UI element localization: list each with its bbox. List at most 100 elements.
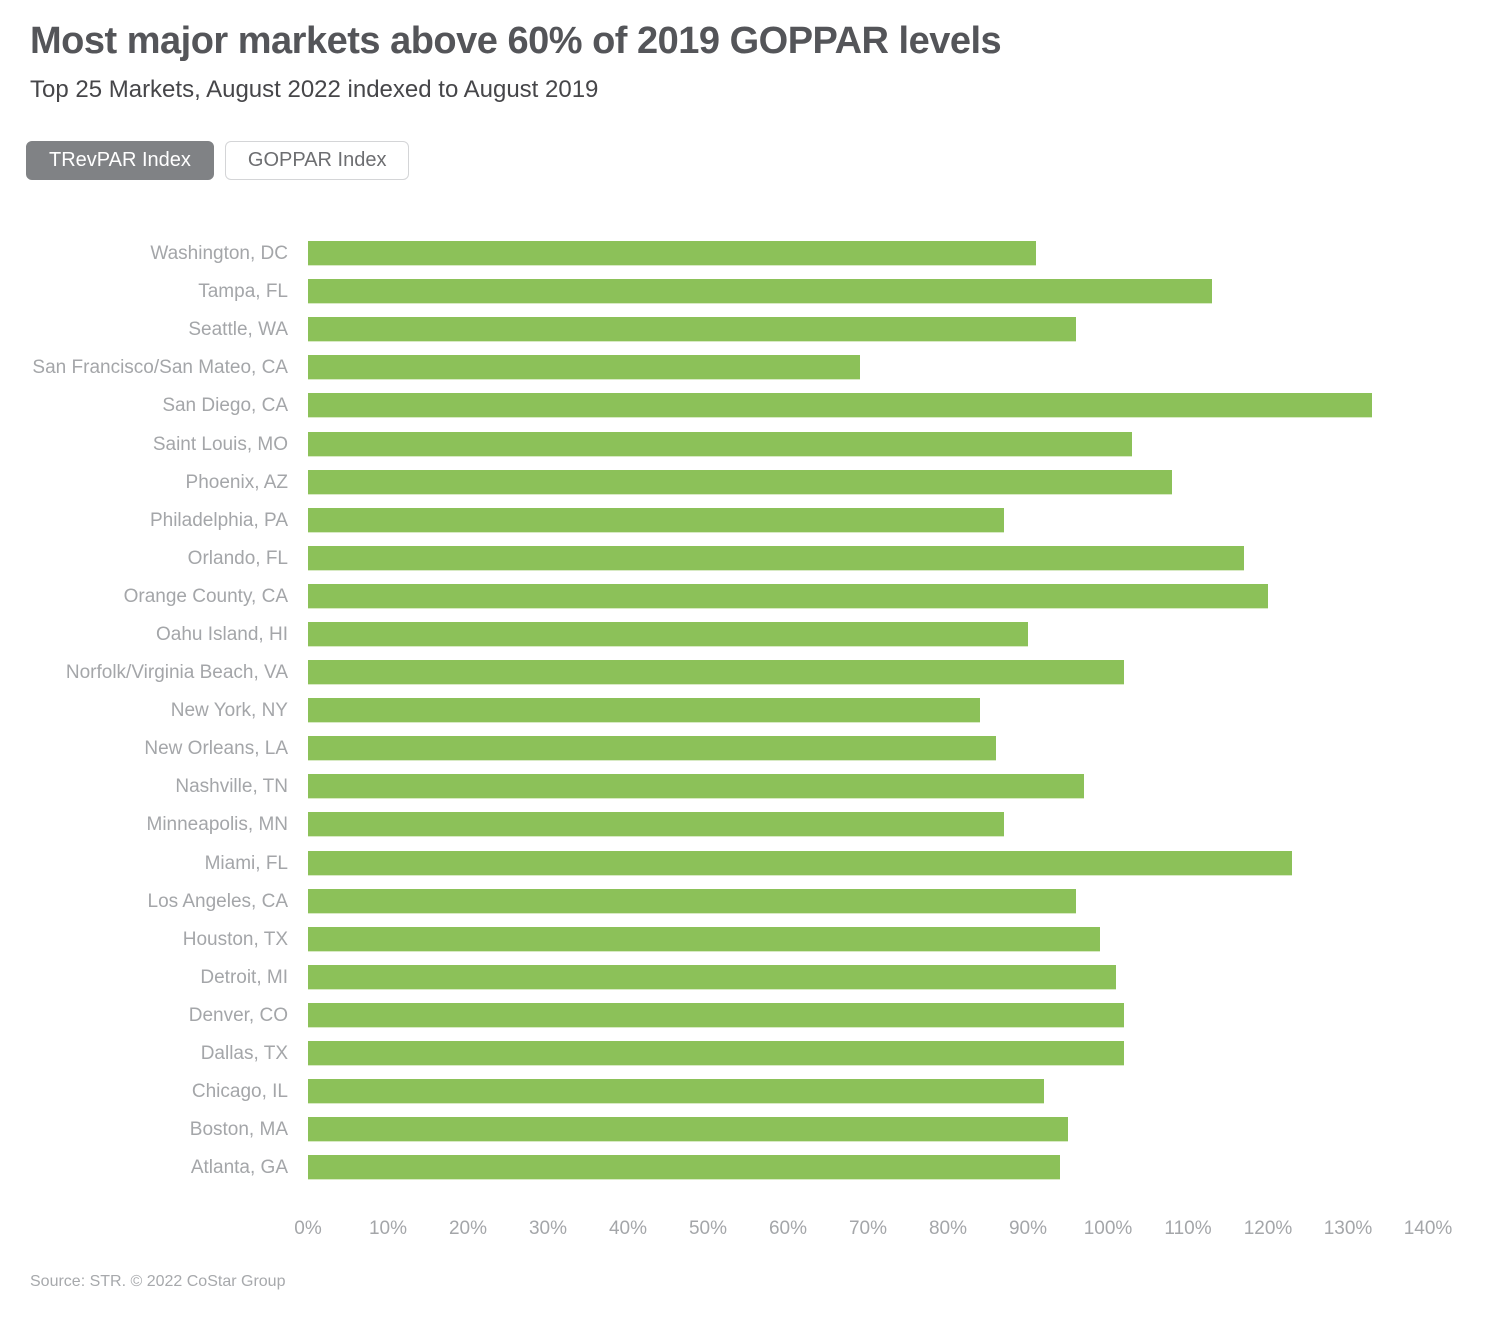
bar-row: Los Angeles, CA [0, 883, 1490, 921]
bar-track [308, 1002, 1490, 1029]
category-label: Tampa, FL [198, 281, 288, 303]
category-label: Detroit, MI [200, 966, 288, 988]
bar-track [308, 1041, 1490, 1067]
category-label: Saint Louis, MO [152, 433, 288, 455]
category-label: Norfolk/Virginia Beach, VA [65, 662, 288, 684]
bar-track [308, 888, 1490, 915]
bar-track [308, 469, 1490, 496]
bar-chart: Washington, DC Tampa, FL Seattle, WA San Fr… [0, 235, 1490, 1187]
bar-minneapolis-mn[interactable] [308, 812, 1004, 838]
bar-tampa-fl[interactable] [308, 279, 1212, 305]
category-label: Washington, DC [150, 243, 288, 265]
bar-row: Minneapolis, MN [0, 806, 1490, 844]
bar-los-angeles-ca[interactable] [308, 888, 1076, 914]
category-label: Boston, MA [189, 1119, 288, 1141]
bar-atlanta-ga[interactable] [308, 1155, 1060, 1181]
category-label: Orange County, CA [123, 585, 288, 607]
bar-track [308, 393, 1490, 419]
bar-new-york-ny[interactable] [308, 698, 980, 724]
bar-row: Chicago, IL [0, 1073, 1490, 1111]
category-label: Oahu Island, HI [155, 623, 288, 645]
toggle-trevpar-index[interactable]: TRevPAR Index [26, 141, 214, 180]
bar-row: Washington, DC [0, 235, 1490, 273]
bar-orlando-fl[interactable] [308, 545, 1244, 571]
bar-saint-louis-mo[interactable] [308, 431, 1132, 457]
bar-houston-tx[interactable] [308, 926, 1100, 952]
x-axis-tick-label: 90% [1008, 1217, 1048, 1239]
bar-track [308, 431, 1490, 458]
bar-row: Orlando, FL [0, 540, 1490, 578]
category-label: Houston, TX [182, 928, 288, 950]
bar-phoenix-az[interactable] [308, 469, 1172, 495]
x-axis-tick-label: 110% [1164, 1217, 1212, 1239]
category-label: Orlando, FL [187, 547, 288, 569]
category-label: New York, NY [170, 700, 288, 722]
bar-track [308, 241, 1490, 267]
bar-track [308, 583, 1490, 610]
x-axis-tick-label: 140% [1403, 1217, 1453, 1239]
x-axis-tick-label: 20% [448, 1217, 488, 1239]
x-axis-tick-label: 70% [848, 1217, 888, 1239]
bar-row: Nashville, TN [0, 768, 1490, 806]
bar-row: Norfolk/Virginia Beach, VA [0, 654, 1490, 692]
x-axis-tick-label: 80% [928, 1217, 968, 1239]
bar-track [308, 660, 1490, 686]
bar-track [308, 926, 1490, 953]
bar-san-francisco-san-mateo-ca[interactable] [308, 355, 860, 381]
bar-row: Denver, CO [0, 997, 1490, 1035]
x-axis-tick-label: 50% [688, 1217, 728, 1239]
bar-row: Miami, FL [0, 845, 1490, 883]
bar-nashville-tn[interactable] [308, 774, 1084, 800]
bar-row: New York, NY [0, 692, 1490, 730]
bar-track [308, 355, 1490, 381]
bar-track [308, 698, 1490, 724]
x-axis-tick-label: 30% [528, 1217, 568, 1239]
category-label: Philadelphia, PA [149, 509, 288, 531]
bar-track [308, 1117, 1490, 1143]
toggle-goppar-index[interactable]: GOPPAR Index [224, 141, 410, 180]
category-label: Phoenix, AZ [185, 471, 288, 493]
bar-dallas-tx[interactable] [308, 1041, 1124, 1067]
bar-row: Phoenix, AZ [0, 464, 1490, 502]
bar-track [308, 1079, 1490, 1105]
bar-track [308, 774, 1490, 800]
bar-philadelphia-pa[interactable] [308, 507, 1004, 533]
bar-orange-county-ca[interactable] [308, 583, 1268, 609]
bar-san-diego-ca[interactable] [308, 393, 1372, 419]
category-label: Dallas, TX [200, 1043, 288, 1065]
bar-row: Seattle, WA [0, 311, 1490, 349]
bar-detroit-mi[interactable] [308, 964, 1116, 990]
category-label: San Diego, CA [162, 395, 288, 417]
bar-chicago-il[interactable] [308, 1079, 1044, 1105]
bar-row: Oahu Island, HI [0, 616, 1490, 654]
bar-row: Dallas, TX [0, 1035, 1490, 1073]
bar-miami-fl[interactable] [308, 850, 1292, 876]
x-axis-tick-label: 60% [768, 1217, 808, 1239]
source-note: Source: STR. © 2022 CoStar Group [30, 1273, 286, 1290]
bar-row: Tampa, FL [0, 273, 1490, 311]
category-label: Atlanta, GA [190, 1157, 288, 1179]
category-label: Denver, CO [188, 1004, 288, 1026]
bar-denver-co[interactable] [308, 1002, 1124, 1028]
bar-norfolk-virginia-beach-va[interactable] [308, 660, 1124, 686]
bar-row: Atlanta, GA [0, 1149, 1490, 1187]
bar-boston-ma[interactable] [308, 1117, 1068, 1143]
bar-track [308, 317, 1490, 343]
bar-new-orleans-la[interactable] [308, 736, 996, 762]
bar-track [308, 964, 1490, 991]
x-axis-tick-label: 40% [608, 1217, 648, 1239]
bar-washington-dc[interactable] [308, 241, 1036, 267]
bar-track [308, 621, 1490, 648]
bar-track [308, 279, 1490, 305]
x-axis-tick-label: 10% [368, 1217, 408, 1239]
bar-seattle-wa[interactable] [308, 317, 1076, 343]
bar-row: Philadelphia, PA [0, 502, 1490, 540]
category-label: Nashville, TN [175, 776, 288, 798]
bar-rows: Washington, DC Tampa, FL Seattle, WA San Fr… [0, 235, 1490, 1187]
x-axis-tick-label: 130% [1323, 1217, 1373, 1239]
bar-oahu-island-hi[interactable] [308, 621, 1028, 647]
bar-track [308, 545, 1490, 572]
bar-track [308, 507, 1490, 534]
category-label: Los Angeles, CA [147, 890, 288, 912]
